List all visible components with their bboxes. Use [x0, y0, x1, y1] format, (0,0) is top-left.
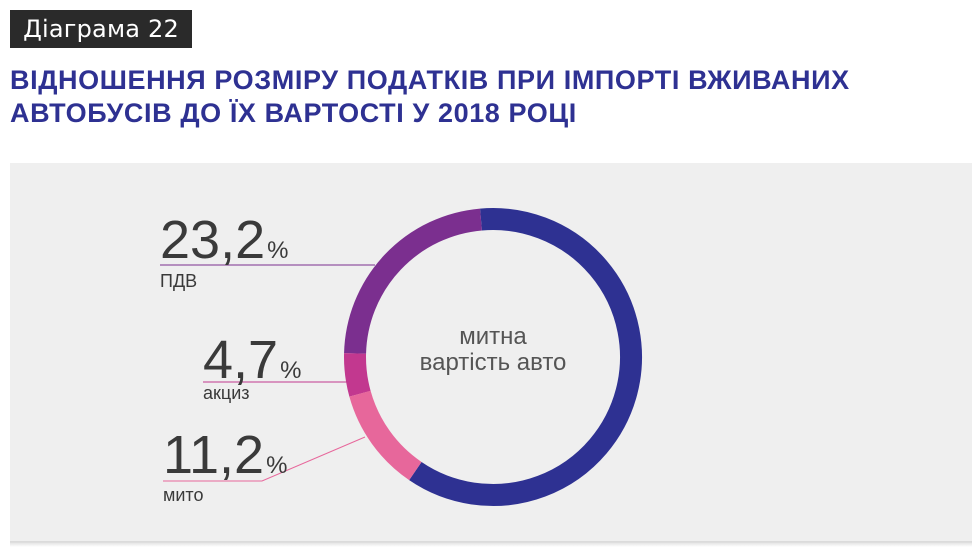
chart-title-line-1: ВІДНОШЕННЯ РОЗМІРУ ПОДАТКІВ ПРИ ІМПОРТІ …: [10, 65, 850, 95]
donut-slice-2: [344, 353, 371, 397]
donut-base-ring: [409, 208, 642, 506]
chart-title-line-2: АВТОБУСІВ ДО ЇХ ВАРТОСТІ У 2018 РОЦІ: [10, 98, 577, 128]
slice-value-3: 11,2: [163, 425, 264, 485]
slice-label-3: мито: [163, 485, 203, 505]
donut-slice-1: [344, 208, 483, 354]
center-label-line-2: вартість авто: [420, 349, 567, 376]
slice-value-1: 23,2: [160, 210, 265, 270]
leader-line-3: [163, 436, 366, 482]
slice-unit-2: %: [280, 357, 301, 384]
chart-panel-shadow: [10, 541, 972, 547]
slice-value-2: 4,7: [203, 330, 278, 390]
donut-slice-3: [349, 390, 422, 481]
slice-label-1: ПДВ: [160, 271, 197, 291]
slice-label-2: акциз: [203, 383, 250, 403]
center-label-line-1: митна: [459, 323, 527, 350]
slice-unit-1: %: [267, 237, 288, 264]
diagram-badge: Діаграма 22: [10, 10, 192, 48]
slice-unit-3: %: [266, 452, 287, 479]
chart-title: ВІДНОШЕННЯ РОЗМІРУ ПОДАТКІВ ПРИ ІМПОРТІ …: [10, 64, 960, 130]
